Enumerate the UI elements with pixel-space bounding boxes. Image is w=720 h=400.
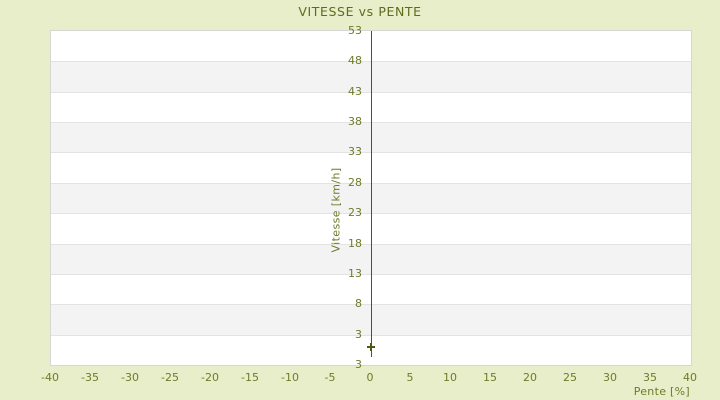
x-tick-label: -15 (241, 371, 259, 384)
plot-area: 53 48 43 38 33 28 23 18 13 8 3 3 (50, 24, 692, 371)
x-tick-label: -20 (201, 371, 219, 384)
y-tick-label: 23 (348, 206, 362, 220)
x-tick-label: -40 (41, 371, 59, 384)
y-tick-label: 53 (348, 24, 362, 37)
x-tick-label: -10 (281, 371, 299, 384)
y-tick-label: 28 (348, 175, 362, 189)
data-point-marker (370, 342, 372, 351)
x-tick-label: 10 (443, 371, 457, 384)
x-tick-label: -25 (161, 371, 179, 384)
x-tick-row: -40 -35 -30 -25 -20 -15 -10 -5 0 5 10 15 20 25 30 35 40 (41, 371, 697, 385)
y-tick-label: 38 (348, 115, 362, 129)
x-tick-label: 0 (366, 371, 374, 384)
y-tick-label: 43 (348, 84, 362, 98)
chart-title: VITESSE vs PENTE (298, 4, 422, 19)
y-axis-title: Vitesse [km/h] (329, 167, 343, 253)
x-axis-title: Pente [%] (633, 385, 690, 398)
x-tick-label: -35 (81, 371, 99, 384)
y-axis-bottom-label: 3 (355, 358, 362, 371)
y-tick-label: 3 (355, 327, 362, 341)
x-tick-label: 20 (523, 371, 537, 384)
y-tick-label: 13 (348, 266, 362, 280)
y-tick-label: 18 (348, 236, 362, 250)
x-tick-label: 5 (406, 371, 414, 384)
x-tick-label: -30 (121, 371, 139, 384)
x-tick-label: 40 (683, 371, 697, 384)
y-tick-label: 8 (355, 297, 362, 311)
x-tick-label: 30 (603, 371, 617, 384)
x-tick-label: 35 (643, 371, 657, 384)
x-tick-label: 25 (563, 371, 577, 384)
y-tick-label: 48 (348, 54, 362, 68)
x-tick-label: 15 (483, 371, 497, 384)
y-axis-line (370, 31, 372, 357)
x-tick-label: -5 (324, 371, 336, 384)
y-tick-label: 33 (348, 145, 362, 159)
